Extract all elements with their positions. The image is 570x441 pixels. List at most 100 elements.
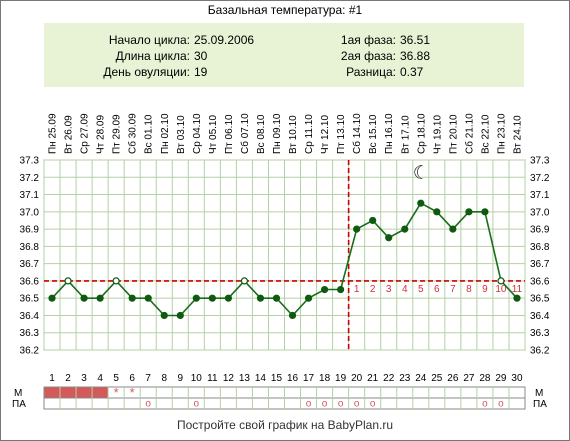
- phase2-day-number: 2: [370, 284, 376, 295]
- menses-star: *: [130, 385, 135, 400]
- day-number: 12: [223, 373, 235, 384]
- temperature-point: [208, 294, 216, 302]
- y-tick-left: 36.5: [20, 294, 40, 305]
- date-label: Сб 30.09: [127, 113, 139, 154]
- day-number: 20: [351, 373, 363, 384]
- temperature-point: [160, 311, 168, 320]
- cycle-info-panel: Начало цикла: 25.09.2006 Длина цикла: 30…: [44, 23, 524, 87]
- chart-title: Базальная температура: #1: [207, 3, 363, 17]
- moon-icon: ☾: [413, 162, 430, 184]
- y-tick-left: 36.8: [20, 242, 40, 253]
- day-number: 18: [319, 373, 331, 384]
- phase2-day-number: 4: [402, 284, 408, 295]
- temperature-point: [256, 294, 265, 302]
- phase2-day-number: 11: [512, 284, 523, 295]
- date-label: Ср 11.10: [304, 114, 315, 154]
- temperature-point: [385, 234, 393, 242]
- temperature-point: [417, 199, 425, 207]
- day-number: 27: [463, 373, 475, 384]
- phase2-day-number: 7: [450, 284, 456, 295]
- day-number: 21: [367, 373, 379, 384]
- y-tick-right: 36.2: [530, 346, 550, 357]
- day-number: 14: [255, 373, 267, 384]
- y-tick-left: 37.1: [20, 190, 40, 201]
- temperature-point: [449, 225, 457, 233]
- date-label: Сб 14.10: [351, 113, 363, 154]
- day-number: 5: [113, 373, 119, 384]
- row-label-pa: ПА: [12, 399, 26, 410]
- day-number: 3: [81, 373, 87, 384]
- y-tick-right: 37.2: [530, 173, 550, 184]
- day-number: 13: [239, 373, 251, 384]
- date-label: Пт 13.10: [336, 114, 347, 154]
- pa-mark: o: [482, 399, 488, 410]
- temperature-point: [224, 294, 232, 302]
- day-number: 25: [431, 373, 443, 384]
- row-label-pa-right: ПА: [533, 399, 547, 410]
- phase1-value: 36.51: [400, 33, 431, 47]
- y-tick-right: 37.3: [530, 156, 550, 167]
- day-number: 24: [415, 373, 427, 384]
- temperature-point: [513, 294, 521, 302]
- cycle-length-value: 30: [194, 49, 208, 63]
- date-label: Пн 16.10: [384, 113, 395, 154]
- date-label: Пн 09.10: [272, 113, 283, 154]
- phase2-day-number: 3: [386, 284, 392, 295]
- date-label: Ср 18.10: [416, 113, 427, 154]
- date-label: Пн 23.10: [496, 113, 507, 154]
- day-number: 7: [145, 373, 151, 384]
- y-tick-left: 36.3: [20, 328, 40, 339]
- ovulation-day-value: 19: [194, 65, 208, 79]
- day-number: 16: [287, 373, 299, 384]
- menses-cell: [44, 387, 61, 398]
- y-tick-left: 36.7: [20, 259, 40, 270]
- date-label: Пт 29.09: [112, 114, 123, 154]
- pa-mark: o: [498, 399, 504, 410]
- date-label: Вт 26.09: [64, 115, 75, 154]
- temperature-point: [128, 294, 136, 302]
- date-label: Вс 22.10: [480, 114, 491, 154]
- date-label: Пн 25.09: [48, 113, 59, 154]
- day-number: 15: [271, 373, 283, 384]
- temperature-point: [304, 294, 313, 302]
- cycle-length-label: Длина цикла:: [115, 49, 190, 63]
- pa-mark: o: [370, 399, 376, 410]
- phase2-day-number: 10: [495, 284, 507, 295]
- temperature-point: [272, 294, 281, 302]
- date-label: Сб 21.10: [463, 113, 475, 154]
- ovulation-day-label: День овуляции:: [103, 65, 190, 79]
- phase2-day-number: 6: [434, 284, 440, 295]
- pa-mark: o: [306, 399, 312, 410]
- cycle-start-value: 25.09.2006: [194, 33, 255, 47]
- temperature-point: [465, 208, 473, 216]
- y-tick-left: 36.2: [20, 346, 40, 357]
- temperature-point: [401, 225, 409, 233]
- y-tick-right: 36.4: [530, 311, 550, 322]
- day-number: 19: [335, 373, 347, 384]
- date-label: Вс 01.10: [144, 114, 155, 154]
- date-label: Чт 28.09: [96, 115, 107, 154]
- date-label: Ср 04.10: [192, 113, 203, 154]
- temperature-point: [369, 216, 377, 225]
- date-label: Пт 06.10: [224, 114, 235, 154]
- difference-label: Разница:: [346, 65, 396, 79]
- y-tick-right: 36.8: [530, 242, 550, 253]
- day-number: 4: [97, 373, 103, 384]
- temperature-point: [353, 225, 361, 233]
- day-number: 30: [511, 373, 523, 384]
- date-label: Вт 10.10: [288, 115, 299, 154]
- temperature-point: [176, 311, 184, 320]
- temperature-point: [144, 294, 152, 302]
- date-label: Пт 20.10: [448, 114, 459, 154]
- footer-link[interactable]: Постройте свой график на BabyPlan.ru: [176, 418, 394, 432]
- date-label: Вс 15.10: [368, 114, 379, 154]
- y-tick-left: 36.4: [20, 311, 40, 322]
- day-number: 22: [383, 373, 395, 384]
- day-number: 11: [207, 373, 218, 384]
- temperature-point-hollow: [64, 277, 72, 285]
- y-tick-right: 36.7: [530, 259, 550, 270]
- date-label: Вт 17.10: [400, 115, 411, 154]
- day-number: 29: [495, 373, 507, 384]
- y-tick-right: 37.0: [530, 207, 550, 218]
- date-label: Ср 27.09: [80, 113, 91, 154]
